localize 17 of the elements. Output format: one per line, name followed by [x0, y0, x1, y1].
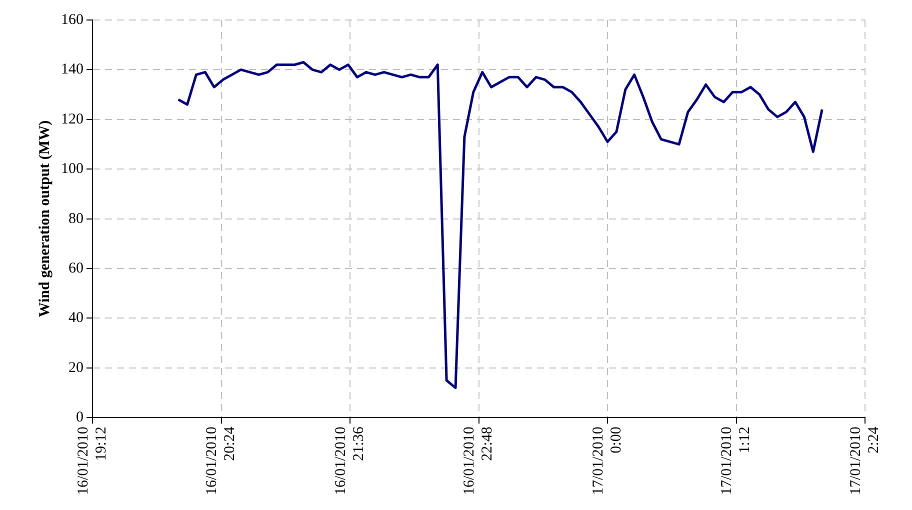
x-tick-label: 17/01/2010 2:24	[848, 426, 882, 496]
y-tick-label: 60	[68, 260, 84, 276]
x-tick-label: 16/01/2010 20:24	[204, 426, 238, 496]
y-tick-label: 160	[61, 12, 84, 28]
x-tick-label: 17/01/2010 0:00	[590, 426, 624, 496]
y-tick-label: 40	[68, 310, 84, 326]
y-tick-label: 20	[68, 360, 84, 376]
y-tick-label: 120	[61, 111, 84, 128]
y-axis-title: Wind generation output (MW)	[36, 120, 53, 318]
y-tick-label: 80	[68, 210, 84, 227]
x-tick-label: 16/01/2010 21:36	[332, 426, 367, 496]
y-tick-label: 140	[61, 62, 84, 78]
y-tick-label: 0	[76, 410, 84, 426]
x-tick-label: 16/01/2010 19:12	[75, 426, 110, 496]
x-tick-label: 17/01/2010 1:12	[719, 426, 754, 496]
y-tick-label: 100	[61, 161, 84, 178]
x-tick-label: 16/01/2010 22:48	[462, 426, 496, 496]
